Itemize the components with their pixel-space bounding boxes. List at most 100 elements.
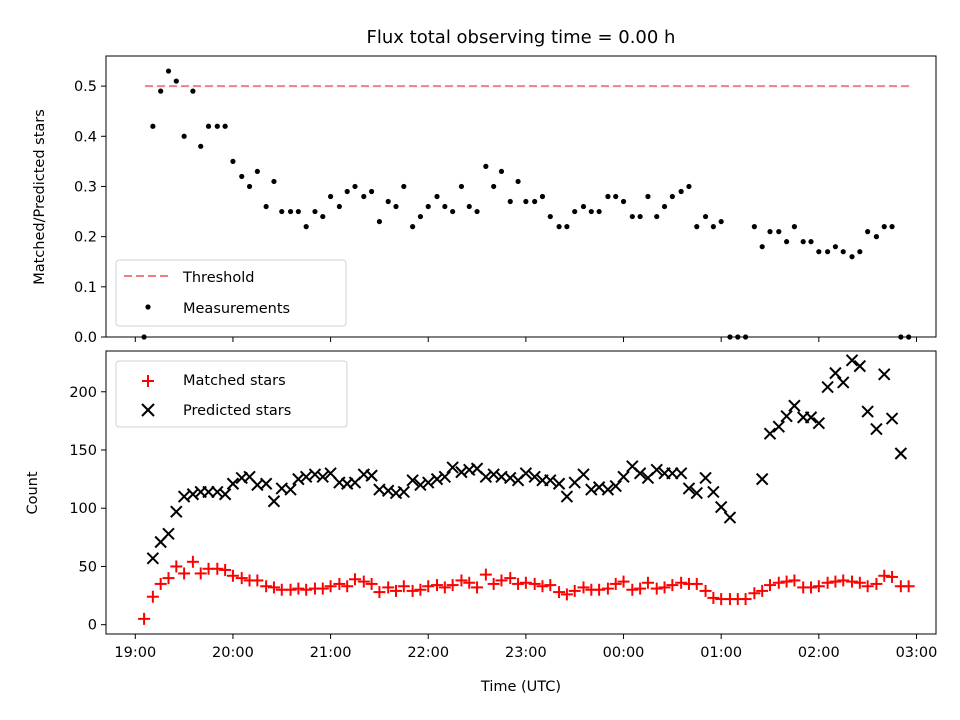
measurement-point <box>287 208 294 215</box>
matched-star-point <box>414 583 427 596</box>
measurement-point <box>450 208 456 215</box>
measurement-point <box>784 239 790 245</box>
matched-star-point <box>438 581 451 594</box>
matched-star-point <box>365 577 378 590</box>
predicted-star-point <box>755 472 769 486</box>
measurement-point <box>385 198 391 205</box>
measurement-point <box>637 213 643 220</box>
matched-star-point <box>170 560 183 573</box>
predicted-star-point <box>861 405 874 418</box>
matched-star-point <box>675 576 688 589</box>
matched-star-point <box>528 577 541 590</box>
measurement-point <box>556 224 562 230</box>
measurement-point <box>825 249 831 255</box>
predicted-star-point <box>601 483 615 496</box>
predicted-star-point <box>504 471 517 485</box>
measurement-point <box>661 203 668 210</box>
predicted-star-point <box>829 366 842 380</box>
chart-title: Flux total observing time = 0.00 h <box>367 27 676 48</box>
matched-star-point <box>568 584 581 597</box>
legend-threshold-label: Threshold <box>182 270 254 286</box>
predicted-star-point <box>211 485 224 499</box>
measurement-point <box>710 224 716 230</box>
ratio-legend: Threshold Measurements <box>115 259 347 327</box>
matched-star-point <box>764 579 776 592</box>
matched-star-point <box>707 591 720 604</box>
predicted-star-point <box>772 420 785 433</box>
measurement-point <box>759 244 765 250</box>
matched-star-point <box>487 577 500 590</box>
matched-star-point <box>162 572 175 585</box>
predicted-star-point <box>666 467 679 480</box>
matched-star-point <box>805 581 818 594</box>
predicted-star-point <box>878 368 891 381</box>
measurement-point <box>425 203 431 210</box>
ratio-y-axis-label: Matched/Predicted stars <box>32 109 48 285</box>
measurement-point <box>190 88 196 94</box>
measurement-point <box>230 158 236 164</box>
count-legend: Matched stars Predicted stars <box>115 360 348 428</box>
legend-matched-label: Matched stars <box>183 373 286 389</box>
measurement-point <box>857 249 863 255</box>
measurement-point <box>239 173 245 180</box>
measurement-point <box>198 143 204 149</box>
matched-star-point <box>536 580 549 593</box>
measurement-point <box>694 224 700 230</box>
ratio-y-tick-label: 0.0 <box>74 330 97 346</box>
predicted-star-point <box>430 472 444 486</box>
measurement-point <box>474 208 480 215</box>
matched-star-point <box>154 577 167 590</box>
measurement-point <box>491 183 497 190</box>
measurement-point <box>417 213 424 220</box>
matched-star-point <box>626 583 639 596</box>
matched-star-point <box>650 582 663 595</box>
matched-star-point <box>390 584 403 597</box>
predicted-star-point <box>592 481 606 494</box>
measurement-point <box>344 188 350 195</box>
matched-star-point <box>324 580 337 593</box>
matched-star-point <box>455 574 468 587</box>
measurement-point <box>564 224 570 230</box>
predicted-star-point <box>707 485 720 499</box>
measurement-point <box>263 203 269 210</box>
measurement-point <box>279 208 285 215</box>
predicted-star-point <box>414 478 427 492</box>
matched-star-point <box>617 575 630 588</box>
measurement-point <box>173 78 179 84</box>
matched-star-point <box>519 576 532 589</box>
measurement-point <box>572 208 578 215</box>
measurement-point <box>361 193 367 200</box>
predicted-star-point <box>845 354 859 367</box>
matched-star-point <box>870 577 883 590</box>
measurement-point <box>515 178 521 185</box>
matched-star-point <box>544 579 557 592</box>
matched-star-point <box>292 582 305 595</box>
matched-star-point <box>821 576 834 589</box>
predicted-star-point <box>552 477 566 490</box>
measurement-point <box>320 213 326 220</box>
measurement-point <box>369 188 375 195</box>
matched-star-point <box>349 573 361 586</box>
legend-predicted-label: Predicted stars <box>183 403 291 419</box>
predicted-star-point <box>633 467 647 480</box>
predicted-star-point <box>780 410 793 423</box>
matched-star-point <box>341 580 354 593</box>
measurement-point <box>466 203 472 210</box>
ratio-y-tick-label: 0.1 <box>74 280 97 296</box>
predicted-star-point <box>788 399 801 412</box>
measurement-point <box>840 249 846 255</box>
count-x-ticks: 19:00 20:00 21:00 22:00 23:00 00:00 01:00 02:00… <box>114 634 937 661</box>
matched-star-point <box>886 570 899 583</box>
measurement-point <box>254 168 260 175</box>
predicted-star-point <box>259 477 273 490</box>
x-tick-label: 03:00 <box>896 645 938 661</box>
ratio-y-ticks: 0.0 0.1 0.2 0.3 0.4 0.5 <box>74 79 106 346</box>
ratio-plot-frame <box>105 55 937 338</box>
measurement-point <box>702 213 709 220</box>
count-y-tick-label: 150 <box>69 443 97 459</box>
measurement-point <box>539 193 546 200</box>
measurement-point <box>816 249 822 255</box>
matched-star-point <box>846 575 859 588</box>
x-tick-label: 01:00 <box>700 645 742 661</box>
